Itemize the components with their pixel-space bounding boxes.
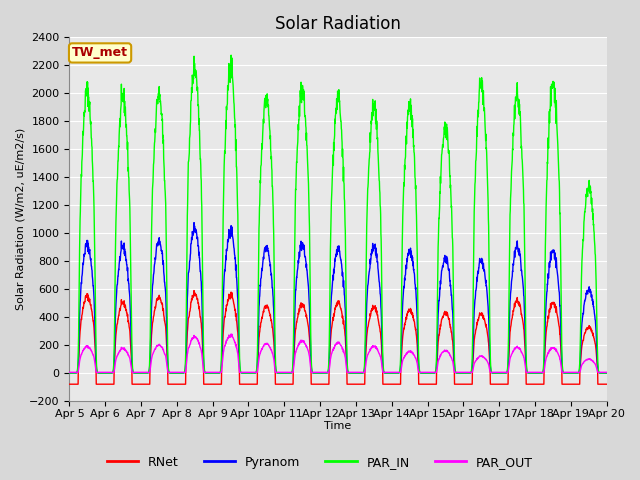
PAR_OUT	[365, 349, 373, 355]
PAR_IN	[365, 156, 373, 162]
Pyranom	[190, 220, 198, 226]
RNet	[65, 381, 73, 387]
PAR_IN	[567, 370, 575, 376]
Pyranom	[567, 370, 575, 376]
Pyranom	[494, 370, 502, 376]
Pyranom	[603, 370, 611, 376]
Line: PAR_OUT: PAR_OUT	[69, 334, 607, 372]
PAR_IN	[556, 179, 563, 185]
RNet	[216, 381, 223, 387]
Pyranom	[365, 269, 373, 275]
PAR_OUT	[556, 353, 563, 359]
Pyranom	[65, 370, 73, 376]
Pyranom	[571, 370, 579, 376]
RNet	[354, 381, 362, 387]
Y-axis label: Solar Radiation (W/m2, uE/m2/s): Solar Radiation (W/m2, uE/m2/s)	[15, 128, 25, 310]
PAR_IN	[571, 370, 579, 376]
PAR_IN	[354, 370, 362, 376]
PAR_IN	[227, 52, 235, 58]
Line: PAR_IN: PAR_IN	[69, 55, 607, 373]
RNet	[494, 381, 502, 387]
X-axis label: Time: Time	[324, 421, 351, 432]
Pyranom	[556, 289, 563, 295]
Line: Pyranom: Pyranom	[69, 223, 607, 373]
Title: Solar Radiation: Solar Radiation	[275, 15, 401, 33]
RNet	[570, 381, 578, 387]
PAR_OUT	[227, 331, 235, 337]
PAR_OUT	[65, 370, 73, 375]
PAR_OUT	[354, 370, 362, 375]
Pyranom	[216, 370, 223, 376]
PAR_IN	[494, 370, 502, 376]
RNet	[556, 324, 563, 329]
RNet	[190, 288, 198, 293]
PAR_OUT	[570, 370, 578, 375]
Legend: RNet, Pyranom, PAR_IN, PAR_OUT: RNet, Pyranom, PAR_IN, PAR_OUT	[102, 451, 538, 474]
RNet	[603, 381, 611, 387]
Text: TW_met: TW_met	[72, 47, 128, 60]
PAR_IN	[65, 370, 73, 376]
PAR_OUT	[603, 370, 611, 375]
RNet	[365, 317, 373, 323]
Line: RNet: RNet	[69, 290, 607, 384]
PAR_OUT	[494, 370, 502, 375]
Pyranom	[354, 370, 362, 376]
PAR_IN	[215, 370, 223, 376]
PAR_OUT	[215, 370, 223, 375]
PAR_IN	[603, 370, 611, 376]
